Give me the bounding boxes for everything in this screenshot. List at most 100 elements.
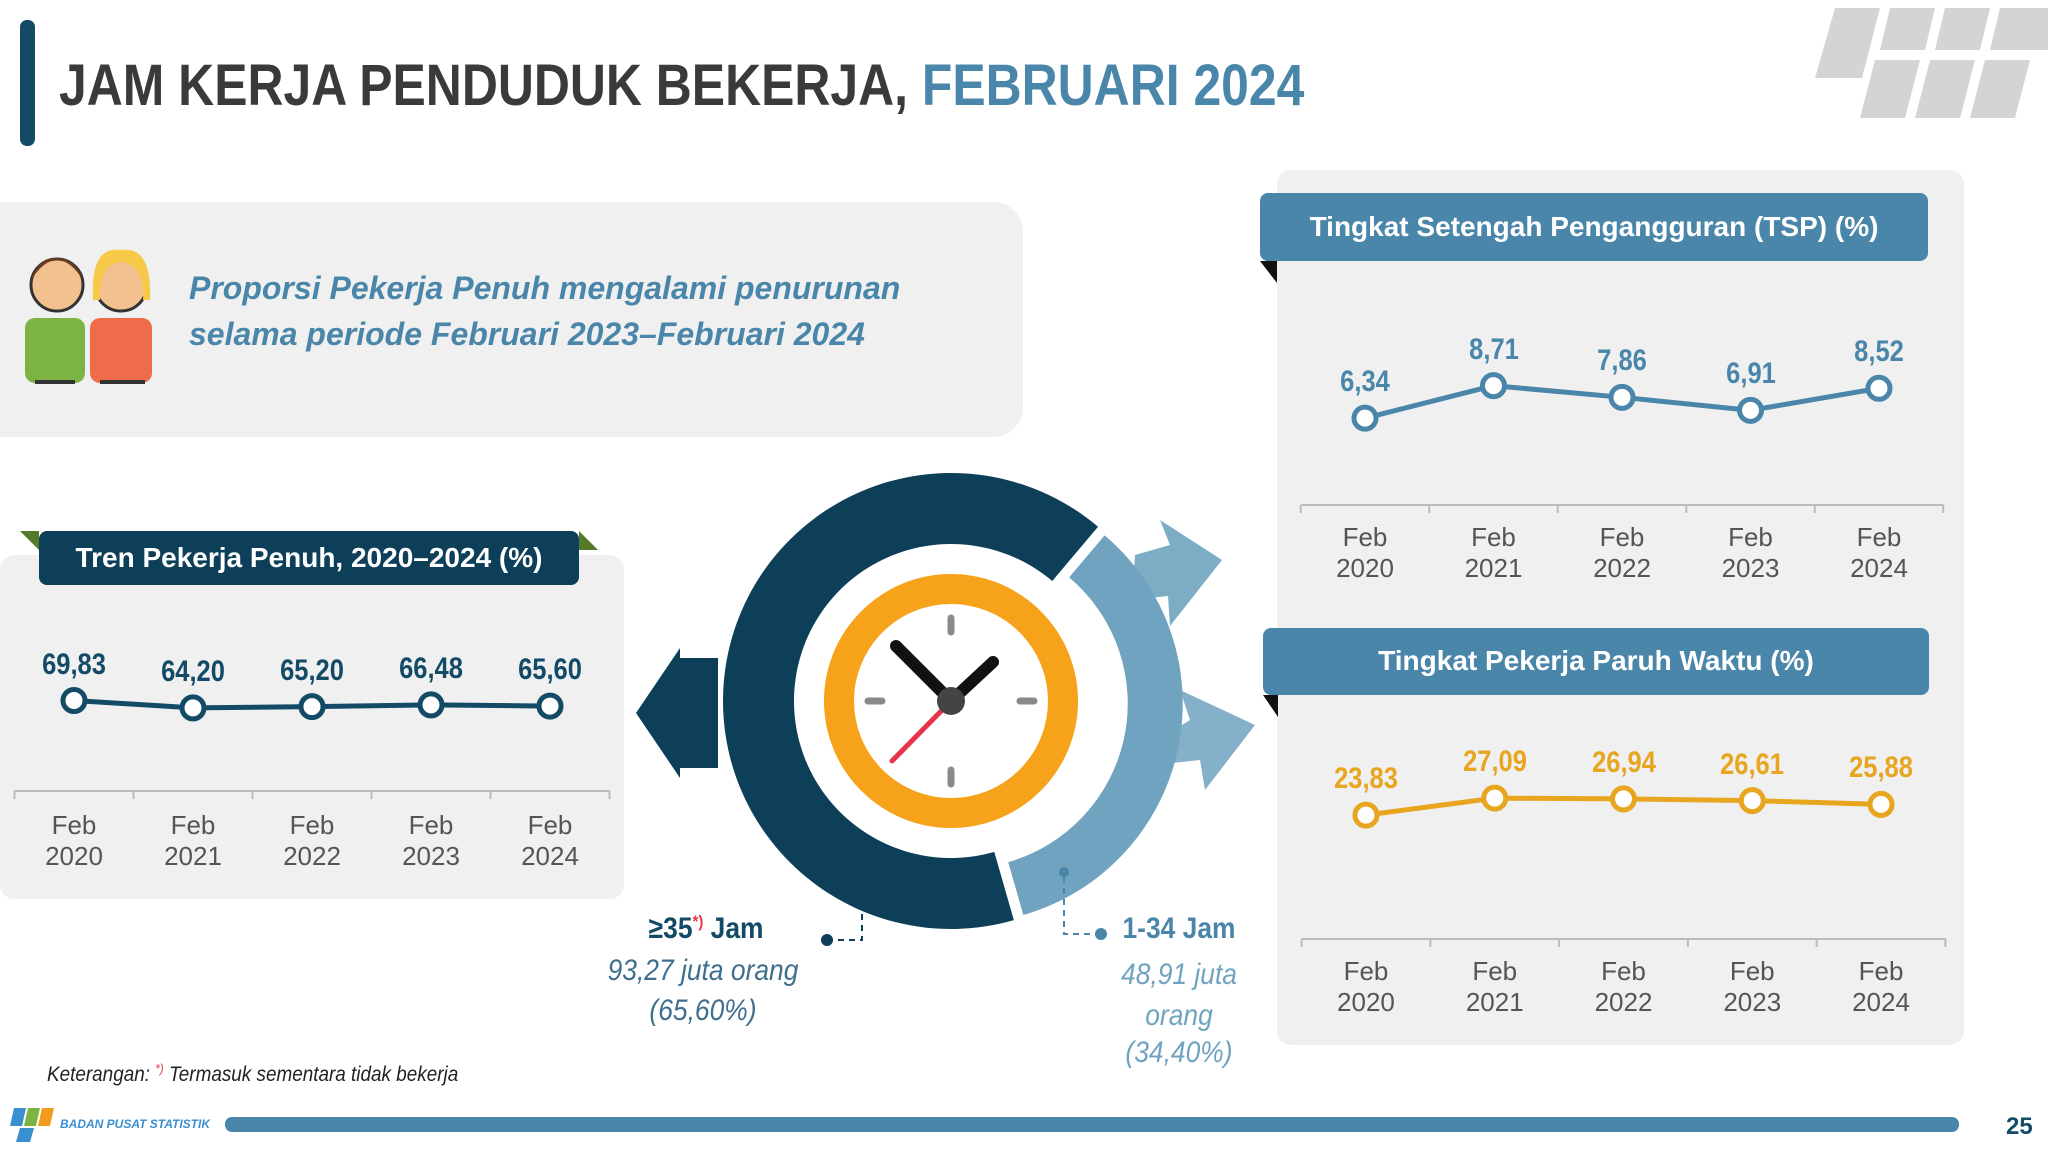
footer-logo [10,1108,54,1142]
footer-bar [225,1117,1959,1132]
data-label: 69,83 [42,647,106,681]
point [1351,404,1379,432]
banner-fold [1260,261,1277,283]
banner-fold [579,531,598,550]
part-time-banner [1263,628,1929,695]
data-label: 65,20 [280,653,344,687]
point [1610,785,1637,813]
leader-line [1063,872,1101,935]
data-label: 6,91 [1725,357,1776,391]
data-label: 8,52 [1854,335,1904,369]
donut [722,473,1183,930]
x-tick-label: Feb 2023 [1721,522,1780,583]
x-tick-label: Feb 2023 [402,810,460,871]
left-banner [39,531,579,585]
point [1737,396,1764,424]
clock [823,573,1079,829]
donut-value: (34,40%) [1125,1036,1233,1069]
data-label: 26,61 [1720,747,1785,781]
unit: Jam [711,912,764,945]
footnote-label: Keterangan: [47,1063,150,1086]
data-label: 6,34 [1340,365,1390,399]
x-tick-label: Feb 2021 [1465,956,1524,1017]
point [1738,787,1766,815]
point [1865,374,1893,402]
point [1867,790,1895,818]
page-number: 25 [2006,1113,2033,1140]
left-panel [0,555,624,899]
footnote-text: Termasuk sementara tidak bekerja [168,1063,459,1086]
x-tick-label: Feb 2023 [1723,956,1782,1017]
data-label: 66,48 [399,651,463,685]
donut-label: ≥35*) Jam [649,912,764,946]
point [1352,801,1380,829]
x-tick-label: Feb 2024 [1852,956,1910,1017]
title-highlight: FEBRUARI 2024 [921,53,1305,118]
data-label: 26,94 [1591,745,1656,779]
data-label: 27,09 [1462,745,1527,779]
footnote: Keterangan: *) Termasuk sementara tidak … [47,1061,458,1087]
title-main: JAM KERJA PENDUDUK BEKERJA, [59,53,909,118]
highlight-line: selama periode Februari 2023–Februari 20… [189,316,865,352]
right-panel [1277,170,1964,1045]
point [1480,372,1507,400]
title: JAM KERJA PENDUDUK BEKERJA, FEBRUARI 202… [59,52,1304,119]
x-tick-label: Feb 2024 [1850,522,1908,583]
footnote-marker: *) [155,1061,164,1076]
highlight-box [0,202,1023,437]
x-tick-label: Feb 2020 [45,810,103,871]
x-tick-label: Feb 2022 [1593,522,1651,583]
banner-fold [20,531,39,550]
right-arrow [1132,520,1222,626]
x-tick-label: Feb 2022 [1594,956,1653,1017]
leader-dot [1095,928,1107,940]
footnote-marker: *) [693,912,704,931]
leader-line [827,912,863,941]
donut-value: (65,60%) [649,994,757,1027]
donut-segment [722,473,1099,930]
category: ≥35 [649,912,694,945]
data-label: 8,71 [1468,332,1519,366]
point [536,692,564,720]
point [1481,784,1509,812]
x-tick-label: Feb 2020 [1336,522,1394,583]
point [298,693,326,721]
point [417,691,445,719]
x-tick-label: Feb 2024 [521,810,579,871]
data-label: 25,88 [1849,751,1913,785]
point [60,687,88,715]
category: 1-34 [1122,912,1176,945]
clock-ring [824,574,1078,828]
title-accent [20,20,35,146]
donut-count: 48,91 juta orang [1121,958,1237,1032]
x-tick-label: Feb 2021 [1464,522,1523,583]
unit: Jam [1182,912,1236,945]
highlight-line: Proporsi Pekerja Penuh mengalami penurun… [189,270,901,306]
left-arrow [636,648,718,778]
chart-title: Tingkat Setengah Pengangguran (TSP) (%) [1309,211,1879,242]
donut-segment [1008,535,1183,915]
data-label: 7,86 [1597,344,1647,378]
tsp-banner [1260,193,1928,261]
x-tick-label: Feb 2020 [1337,956,1395,1017]
leader-dot [821,934,833,946]
logo [1815,8,2048,118]
point [179,694,207,722]
banner-fold [1263,695,1278,717]
people-icon [25,249,152,384]
point [1608,383,1636,411]
donut-label: 1-34 Jam [1122,912,1235,946]
data-label: 23,83 [1334,762,1398,796]
chart-title: Tren Pekerja Penuh, 2020–2024 (%) [75,542,543,573]
leader-dot [1059,867,1069,877]
data-label: 64,20 [161,654,225,688]
data-label: 65,60 [518,653,582,687]
x-tick-label: Feb 2021 [164,810,222,871]
chart-title: Tingkat Pekerja Paruh Waktu (%) [1378,645,1814,676]
donut-count: 93,27 juta orang [607,954,799,987]
right-arrow [1150,690,1255,790]
x-tick-label: Feb 2022 [283,810,341,871]
organization: BADAN PUSAT STATISTIK [60,1117,210,1131]
